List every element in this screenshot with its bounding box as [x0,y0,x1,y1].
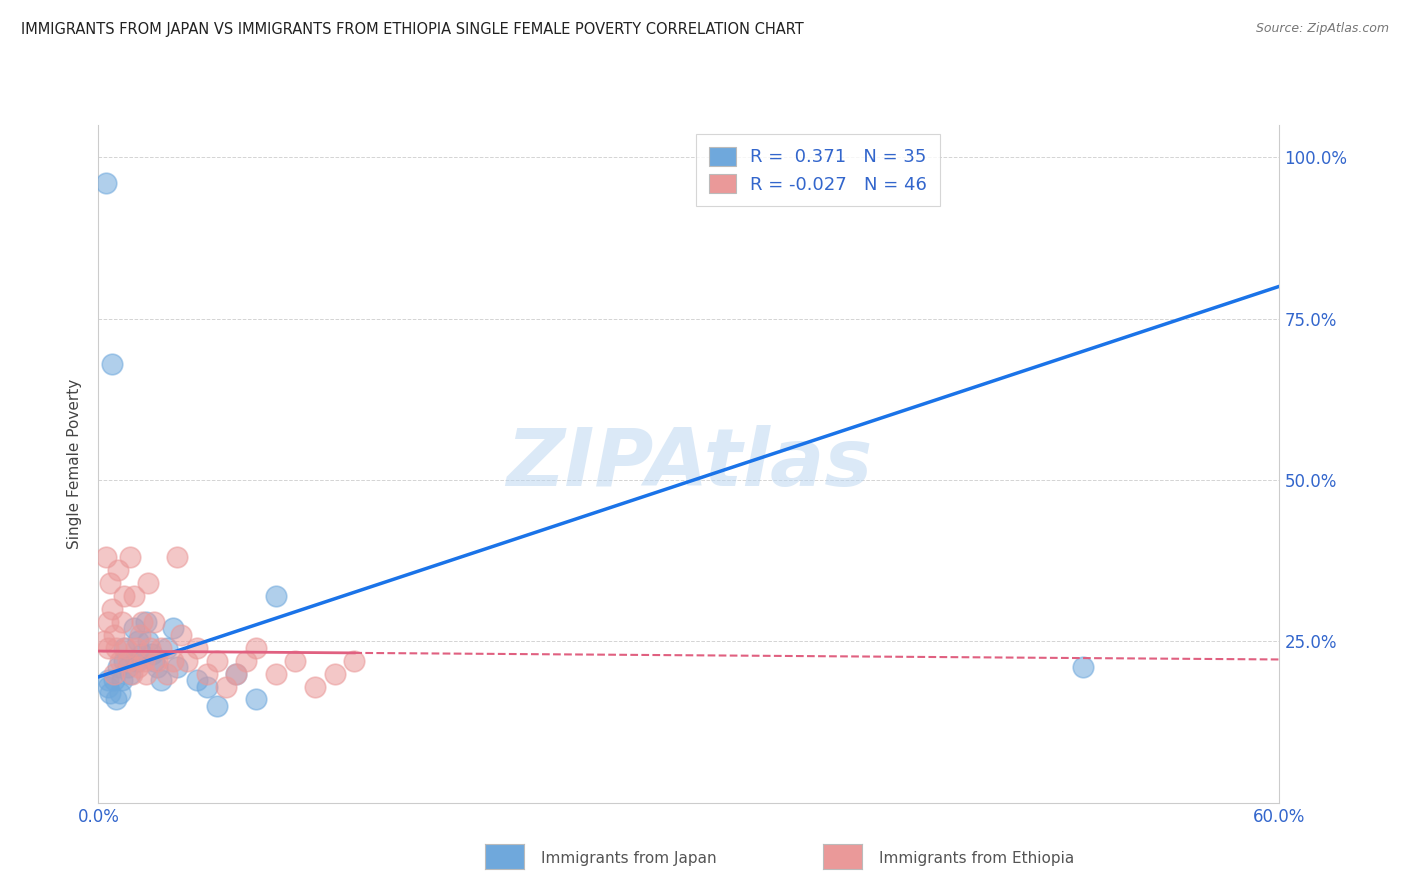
Point [166,660,188,674]
Point [117,654,139,668]
Point [136,576,159,591]
Point [225,666,247,681]
Point [205,698,228,713]
Point [96,176,118,190]
Text: Immigrants from Ethiopia: Immigrants from Ethiopia [879,851,1074,865]
Point [264,666,287,681]
Point [111,615,134,629]
Point [128,628,150,642]
Point [111,673,134,687]
Point [186,640,208,655]
Point [156,640,179,655]
Point [186,673,208,687]
Point [136,634,159,648]
Point [150,640,173,655]
Point [343,654,366,668]
Point [131,615,153,629]
Point [135,615,157,629]
Point [205,654,228,668]
Point [166,550,188,565]
Point [323,666,346,681]
Point [264,589,287,603]
Point [103,628,125,642]
Point [118,666,141,681]
Point [195,666,218,681]
Text: Immigrants from Japan: Immigrants from Japan [541,851,717,865]
Point [304,680,326,694]
Point [146,654,169,668]
Point [141,648,163,662]
Point [138,640,160,655]
Point [105,692,128,706]
Text: ZIPAtlas: ZIPAtlas [506,425,872,503]
Point [170,628,193,642]
Point [245,692,267,706]
Point [1071,660,1094,674]
Point [195,680,218,694]
Point [245,640,267,655]
Text: Source: ZipAtlas.com: Source: ZipAtlas.com [1256,22,1389,36]
Point [107,660,129,674]
Point [101,602,124,616]
Point [97,615,120,629]
Point [108,654,131,668]
Point [115,640,138,655]
Point [98,686,121,700]
Point [103,673,125,687]
Point [112,640,135,655]
Point [162,622,184,636]
Point [98,576,121,591]
Point [135,666,157,681]
Point [122,589,145,603]
Point [150,673,173,687]
Point [122,622,145,636]
Point [112,589,135,603]
Point [162,654,184,668]
Point [117,660,139,674]
Point [131,648,153,662]
Point [125,640,148,655]
Point [108,686,131,700]
Point [176,654,198,668]
Point [146,660,169,674]
Point [96,550,118,565]
Y-axis label: Single Female Poverty: Single Female Poverty [67,379,83,549]
Point [97,673,120,687]
Point [127,654,149,668]
Point [97,680,120,694]
Point [132,654,155,668]
Point [235,654,257,668]
Point [215,680,238,694]
Point [97,640,120,655]
Point [142,654,165,668]
Point [127,634,149,648]
Point [125,654,148,668]
Point [118,550,141,565]
Legend: R =  0.371   N = 35, R = -0.027   N = 46: R = 0.371 N = 35, R = -0.027 N = 46 [696,134,939,206]
Point [127,660,149,674]
Point [107,563,129,577]
Point [103,666,125,681]
Point [121,666,143,681]
Point [112,654,135,668]
Point [101,357,124,371]
Text: IMMIGRANTS FROM JAPAN VS IMMIGRANTS FROM ETHIOPIA SINGLE FEMALE POVERTY CORRELAT: IMMIGRANTS FROM JAPAN VS IMMIGRANTS FROM… [21,22,804,37]
Point [93,634,115,648]
Point [105,640,128,655]
Point [284,654,307,668]
Point [142,615,165,629]
Point [156,666,179,681]
Point [225,666,247,681]
